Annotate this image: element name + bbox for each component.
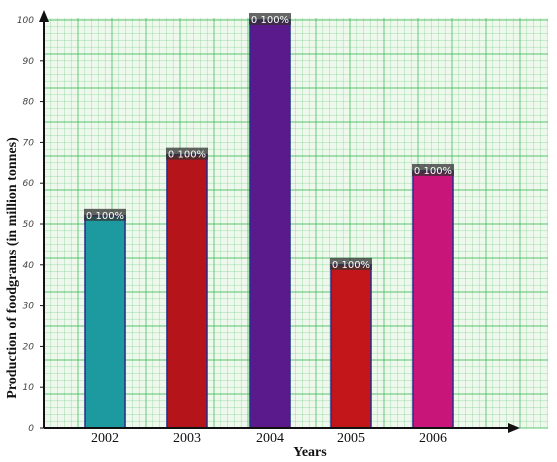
bar-2003 <box>166 153 208 429</box>
x-tick-label: 2004 <box>256 431 284 446</box>
y-tick-label: 50 <box>23 220 35 230</box>
bar-2006 <box>412 170 454 429</box>
x-tick-labels: 2002 2003 2004 2005 2006 <box>91 431 447 446</box>
data-label-2006: 0 100% <box>412 163 454 177</box>
data-label-text: 0 100% <box>86 211 124 222</box>
bar-2002 <box>84 215 126 429</box>
data-label-2005: 0 100% <box>330 257 372 271</box>
data-label-text: 0 100% <box>168 150 206 161</box>
data-label-text: 0 100% <box>332 260 370 271</box>
y-tick-label: 80 <box>23 98 35 108</box>
y-tick-label: 40 <box>23 261 35 271</box>
data-labels: 0 100% 0 100% 0 100% 0 100% 0 100% <box>84 13 454 271</box>
bar-2005 <box>330 264 372 429</box>
y-tick-labels: 0 10 20 30 40 50 60 70 80 90 100 <box>17 16 44 434</box>
x-tick-label: 2005 <box>337 431 365 446</box>
chart-bars <box>84 19 454 429</box>
y-tick-label: 100 <box>17 16 34 26</box>
data-label-2003: 0 100% <box>166 147 208 161</box>
y-axis-label: Production of foodgrams (in million tonn… <box>5 137 20 399</box>
x-axis-arrow-icon <box>508 423 520 433</box>
y-tick-label: 60 <box>23 179 35 189</box>
data-label-text: 0 100% <box>251 15 289 26</box>
y-tick-label: 20 <box>23 342 35 352</box>
x-tick-label: 2002 <box>91 431 119 446</box>
data-label-2002: 0 100% <box>84 208 126 222</box>
x-tick-label: 2006 <box>419 431 447 446</box>
data-label-text: 0 100% <box>414 166 452 177</box>
data-label-2004: 0 100% <box>249 13 291 26</box>
x-axis-label: Years <box>293 445 327 460</box>
y-tick-label: 70 <box>23 138 35 148</box>
y-tick-label: 10 <box>23 383 35 393</box>
x-tick-label: 2003 <box>173 431 201 446</box>
y-tick-label: 90 <box>23 57 35 67</box>
y-tick-label: 30 <box>23 302 35 312</box>
y-tick-label: 0 <box>28 424 34 434</box>
chart-axes <box>39 10 520 433</box>
y-axis-arrow-icon <box>39 10 49 22</box>
bar-2004 <box>249 19 291 429</box>
